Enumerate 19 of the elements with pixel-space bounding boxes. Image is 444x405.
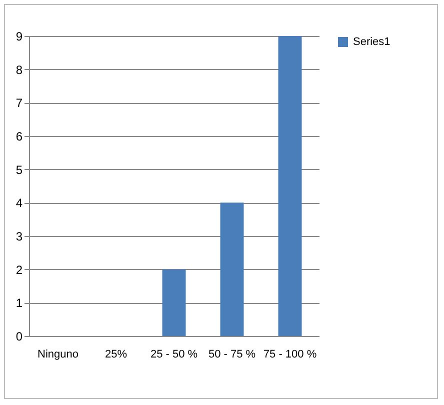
bar — [278, 36, 302, 336]
x-tick-label: Ninguno — [38, 348, 78, 360]
legend-label: Series1 — [353, 36, 390, 48]
y-tick-label: 7 — [16, 96, 23, 110]
y-tick-label: 1 — [16, 296, 23, 310]
y-tick-label: 0 — [16, 330, 23, 344]
y-tick-label: 3 — [16, 230, 23, 244]
x-tick-label: 25% — [104, 348, 128, 360]
y-tick-label: 8 — [16, 62, 23, 77]
x-tick-label: 50 - 75 % — [208, 348, 256, 360]
bar — [162, 269, 186, 336]
bar — [220, 202, 244, 336]
x-tick-label: 75 - 100 % — [263, 348, 317, 360]
y-tick-label: 9 — [16, 30, 23, 44]
y-tick-label: 5 — [16, 162, 23, 177]
y-tick-label: 2 — [16, 262, 23, 277]
y-tick-label: 6 — [16, 130, 23, 144]
y-tick-label: 4 — [16, 196, 23, 210]
x-tick-label: 25 - 50 % — [150, 348, 198, 360]
